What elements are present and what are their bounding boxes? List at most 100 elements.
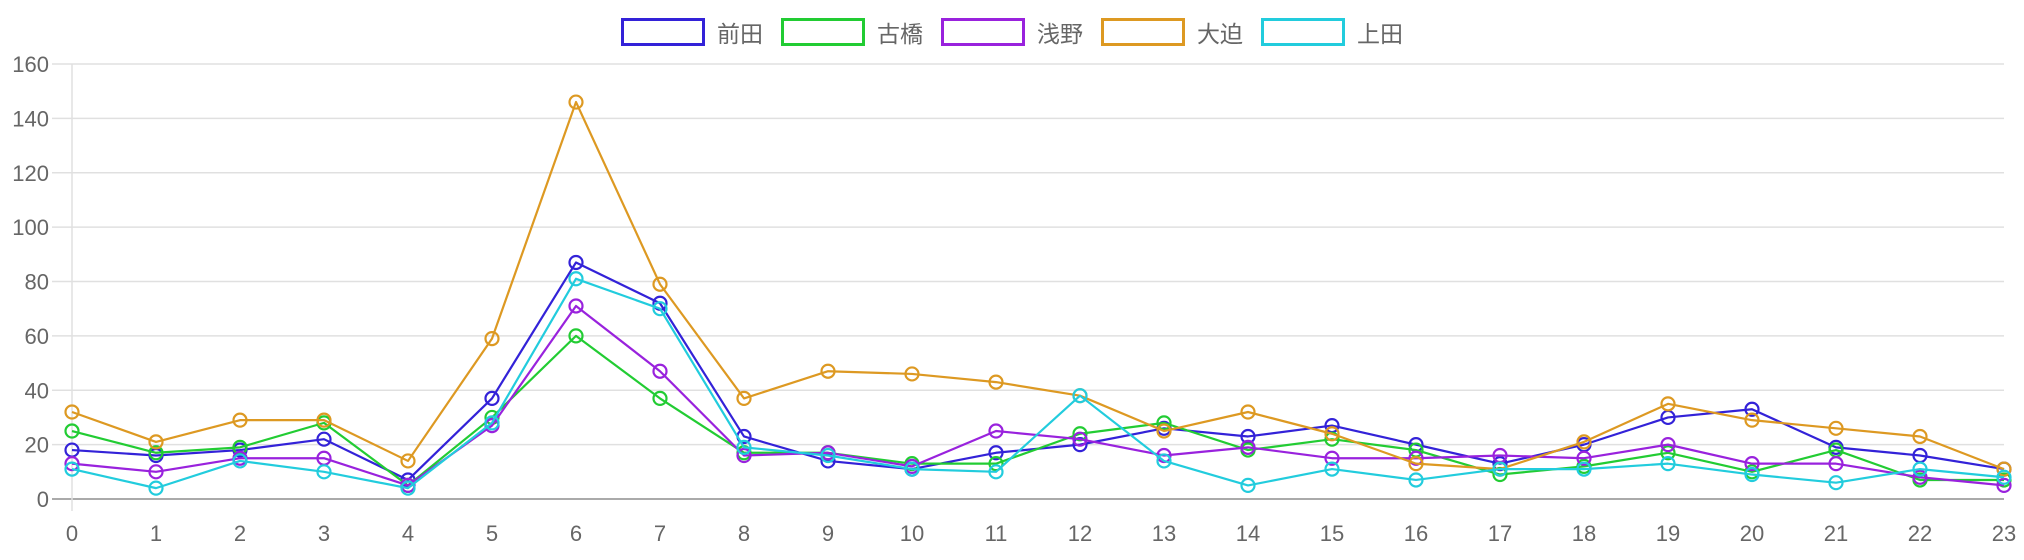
data-point[interactable] [1828, 475, 1844, 491]
x-tick-label: 23 [1992, 521, 2016, 546]
x-tick-label: 3 [318, 521, 330, 546]
data-point[interactable] [652, 301, 668, 317]
data-point[interactable] [1660, 409, 1676, 426]
data-point[interactable] [64, 461, 80, 477]
data-point[interactable] [1408, 472, 1424, 488]
legend-item-furuhashi[interactable]: 古橋 [781, 17, 923, 47]
data-point[interactable] [316, 450, 332, 466]
data-point[interactable] [1744, 412, 1760, 428]
x-tick-label: 6 [570, 521, 582, 546]
data-point[interactable] [484, 415, 500, 431]
x-tick-label: 7 [654, 521, 666, 546]
x-tick-label: 15 [1320, 521, 1344, 546]
data-point[interactable] [1240, 439, 1256, 455]
data-point[interactable] [1240, 404, 1256, 420]
x-tick-label: 5 [486, 521, 498, 546]
data-point[interactable] [568, 328, 584, 344]
legend-item-ueda[interactable]: 上田 [1261, 17, 1403, 47]
data-point[interactable] [316, 464, 332, 480]
data-point[interactable] [1996, 477, 2012, 494]
data-point[interactable] [64, 404, 80, 420]
data-point[interactable] [148, 464, 164, 480]
data-point[interactable] [820, 447, 836, 464]
data-point[interactable] [400, 480, 416, 496]
data-point[interactable] [1912, 461, 1928, 477]
data-point[interactable] [1324, 461, 1340, 477]
data-point[interactable] [1324, 426, 1340, 442]
data-point[interactable] [64, 442, 80, 458]
x-tick-label: 19 [1656, 521, 1680, 546]
data-point[interactable] [652, 363, 668, 379]
series-line [71, 100, 2005, 471]
data-point[interactable] [316, 431, 332, 447]
data-point[interactable] [1828, 420, 1844, 436]
data-point[interactable] [568, 254, 584, 271]
series-line [71, 277, 2005, 490]
data-point[interactable] [1912, 469, 1928, 485]
x-tick-label: 22 [1908, 521, 1932, 546]
data-point[interactable] [1660, 456, 1676, 472]
data-point[interactable] [1576, 434, 1592, 450]
data-point[interactable] [1072, 388, 1088, 404]
legend-swatch [941, 18, 1025, 46]
data-point[interactable] [232, 412, 248, 428]
series-上田 [64, 271, 2012, 496]
data-point[interactable] [1828, 456, 1844, 472]
data-point[interactable] [736, 390, 752, 407]
data-point[interactable] [1660, 445, 1676, 461]
data-point[interactable] [1576, 461, 1592, 477]
data-point[interactable] [400, 453, 416, 469]
data-point[interactable] [1660, 437, 1676, 453]
data-point[interactable] [904, 461, 920, 477]
data-point[interactable] [484, 330, 500, 347]
legend-item-maeda[interactable]: 前田 [621, 17, 763, 47]
data-point[interactable] [988, 464, 1004, 480]
data-point[interactable] [568, 94, 584, 110]
data-point[interactable] [1744, 401, 1760, 417]
data-point[interactable] [1744, 456, 1760, 472]
data-point[interactable] [1828, 442, 1844, 458]
data-point[interactable] [820, 363, 836, 379]
data-point[interactable] [1660, 396, 1676, 412]
data-point[interactable] [988, 374, 1004, 390]
data-point[interactable] [64, 423, 80, 439]
legend-swatch [1261, 18, 1345, 46]
data-point[interactable] [1408, 456, 1424, 472]
y-tick-label: 160 [12, 52, 49, 77]
data-point[interactable] [484, 390, 500, 407]
legend-item-asano[interactable]: 浅野 [941, 17, 1083, 47]
legend-swatch [781, 18, 865, 46]
data-point[interactable] [988, 456, 1004, 472]
data-point[interactable] [1072, 431, 1088, 447]
data-point[interactable] [904, 366, 920, 382]
legend-item-osako[interactable]: 大迫 [1101, 17, 1243, 47]
x-tick-label: 17 [1488, 521, 1512, 546]
data-point[interactable] [232, 453, 248, 469]
data-point[interactable] [652, 390, 668, 407]
data-point[interactable] [1324, 450, 1340, 466]
data-point[interactable] [652, 276, 668, 292]
data-point[interactable] [1996, 461, 2012, 477]
data-point[interactable] [1912, 428, 1928, 445]
data-point[interactable] [736, 439, 752, 455]
data-point[interactable] [988, 445, 1004, 461]
data-point[interactable] [316, 412, 332, 428]
data-point[interactable] [1492, 461, 1508, 477]
data-point[interactable] [568, 271, 584, 287]
data-point[interactable] [1156, 423, 1172, 439]
data-point[interactable] [1996, 469, 2012, 485]
data-point[interactable] [1156, 453, 1172, 469]
data-point[interactable] [568, 298, 584, 314]
data-point[interactable] [148, 445, 164, 461]
data-point[interactable] [1912, 447, 1928, 464]
data-point[interactable] [1744, 466, 1760, 483]
data-point[interactable] [148, 480, 164, 496]
data-point[interactable] [736, 447, 752, 464]
data-point[interactable] [1576, 450, 1592, 466]
data-point[interactable] [1240, 477, 1256, 494]
data-point[interactable] [1156, 415, 1172, 431]
x-tick-label: 4 [402, 521, 414, 546]
data-point[interactable] [988, 423, 1004, 439]
data-point[interactable] [1492, 447, 1508, 464]
data-point[interactable] [148, 434, 164, 450]
